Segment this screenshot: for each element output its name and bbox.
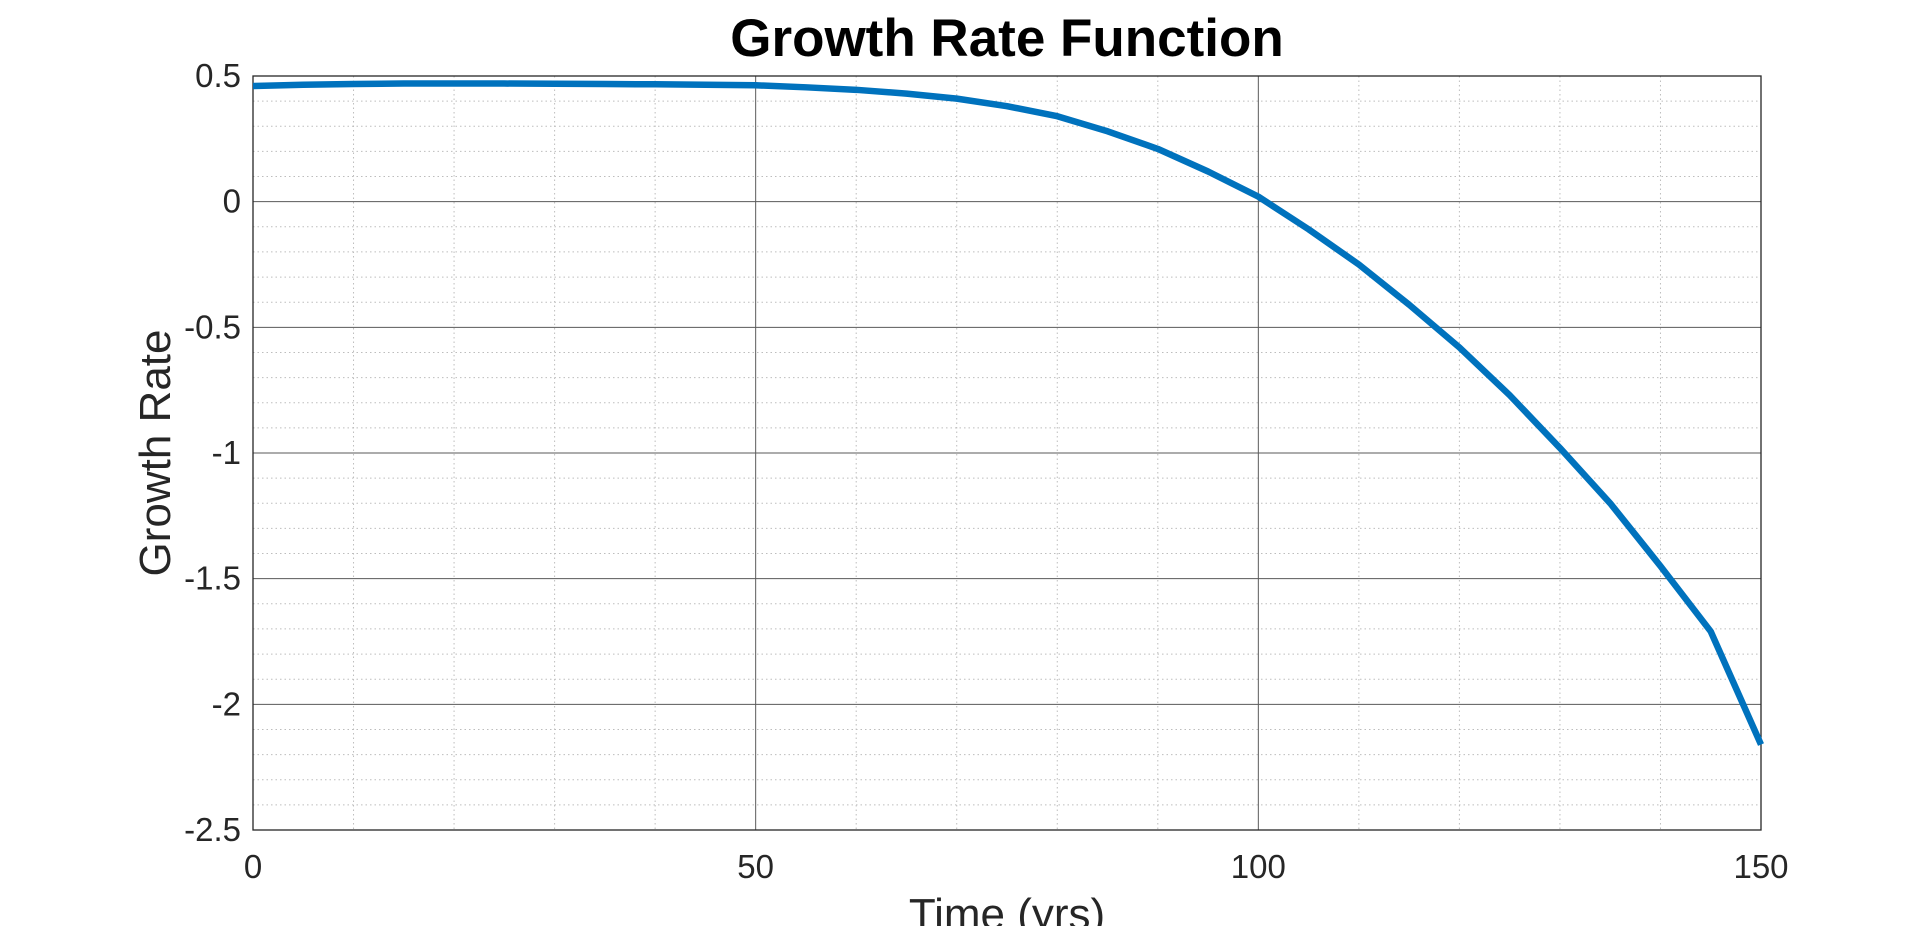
y-tick-label: -2 (212, 685, 241, 722)
y-tick-label: -1.5 (184, 560, 241, 597)
y-tick-label: -1 (212, 434, 241, 471)
x-tick-label: 0 (244, 848, 262, 885)
major-grid (253, 76, 1761, 830)
minor-grid (253, 76, 1761, 830)
y-tick-label: -0.5 (184, 308, 241, 345)
chart-title: Growth Rate Function (730, 9, 1284, 68)
series-layer (252, 80, 1764, 746)
x-tick-labels: 0 50 100 150 (244, 848, 1789, 885)
y-axis-title: Growth Rate (131, 330, 180, 577)
plot-area-frame (252, 75, 1762, 831)
y-tick-labels: 0.5 0 -0.5 -1 -1.5 -2 -2.5 (184, 57, 241, 848)
x-tick-label: 50 (737, 848, 774, 885)
x-tick-label: 150 (1733, 848, 1788, 885)
x-axis-title: Time (yrs) (909, 890, 1105, 926)
x-tick-label: 100 (1231, 848, 1286, 885)
y-tick-label: 0 (223, 183, 241, 220)
series-line (252, 80, 1764, 746)
y-tick-label: 0.5 (195, 57, 241, 94)
y-tick-label: -2.5 (184, 811, 241, 848)
